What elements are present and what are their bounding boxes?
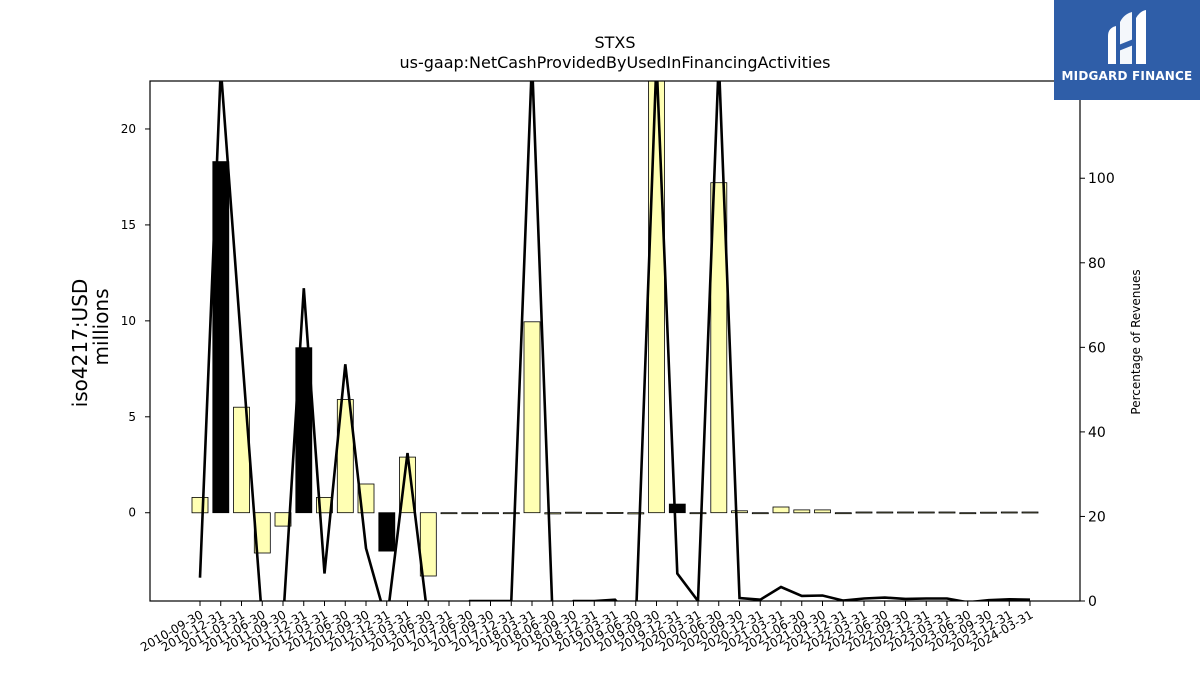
y2-tick-label: 0 [1088, 594, 1097, 610]
bar-2019-09-30 [648, 81, 665, 514]
y2-tick-label: 40 [1088, 425, 1106, 441]
brand-logo: MIDGARD FINANCE [1054, 0, 1200, 100]
y-tick-label: 0 [128, 506, 136, 520]
bar-2022-03-31 [855, 511, 873, 514]
bar-2022-12-31 [917, 511, 935, 514]
y-axis-left: 0 5 10 15 20 [121, 122, 150, 520]
chart-title: STXS [594, 33, 635, 52]
midgard-logo-icon [1108, 10, 1146, 64]
bar-2013-06-30 [419, 512, 437, 577]
y-tick-label: 5 [128, 410, 136, 424]
brand-name: MIDGARD FINANCE [1061, 69, 1193, 83]
bar-2018-06-30 [544, 512, 562, 515]
bar-2021-03-31 [772, 506, 790, 514]
bar-2010-12-31 [212, 161, 230, 514]
bar-2010-09-30 [191, 496, 209, 514]
y-axis-right: 0 20 40 60 80 100 [1080, 171, 1115, 610]
bar-2022-06-30 [876, 511, 894, 514]
bar-2020-12-31 [751, 512, 769, 515]
bar-2019-03-31 [606, 512, 624, 514]
bar-2024-03-31 [1021, 511, 1039, 514]
bar-2018-12-31 [585, 512, 603, 515]
y2-tick-label: 100 [1088, 171, 1115, 187]
y-tick-label: 10 [121, 314, 136, 328]
bar-2019-12-31 [668, 503, 686, 514]
y2-axis-label: Percentage of Revenues [1129, 269, 1143, 414]
chart-subtitle: us-gaap:NetCashProvidedByUsedInFinancing… [399, 53, 830, 72]
bar-2011-09-30 [274, 512, 292, 527]
bar-2023-12-31 [1000, 511, 1018, 514]
bar-2017-06-30 [461, 512, 479, 515]
bar-2020-03-31 [689, 512, 707, 515]
bar-2018-09-30 [565, 511, 582, 514]
bar-2021-12-31 [834, 512, 852, 515]
bar-2017-03-31 [440, 512, 458, 515]
line-layer [198, 81, 1031, 601]
revenue-pct-line [198, 81, 1031, 601]
bar-2020-06-30 [710, 182, 728, 514]
bar-2023-03-31 [938, 511, 956, 514]
bar-2021-06-30 [793, 509, 811, 514]
y2-tick-label: 60 [1088, 340, 1106, 356]
bar-2017-09-30 [482, 512, 499, 515]
x-axis: 2010-09-302010-12-312011-03-312011-06-30… [138, 601, 1036, 654]
bar-2018-03-31 [523, 321, 541, 514]
bar-2012-12-31 [378, 512, 396, 552]
bar-2021-09-30 [814, 509, 831, 514]
bar-2020-09-30 [731, 510, 748, 514]
bar-2017-12-31 [502, 512, 520, 515]
y-axis-label-line2: millions [89, 288, 113, 365]
y2-tick-label: 20 [1088, 509, 1106, 525]
bar-2022-09-30 [897, 511, 914, 514]
bar-2023-06-30 [959, 512, 977, 515]
y2-tick-label: 80 [1088, 256, 1106, 272]
bar-2019-06-30 [627, 512, 645, 515]
y-tick-label: 20 [121, 122, 136, 136]
bar-2023-09-30 [980, 511, 997, 514]
y-tick-label: 15 [121, 218, 136, 232]
y-axis-label-line1: iso4217:USD [68, 279, 92, 408]
